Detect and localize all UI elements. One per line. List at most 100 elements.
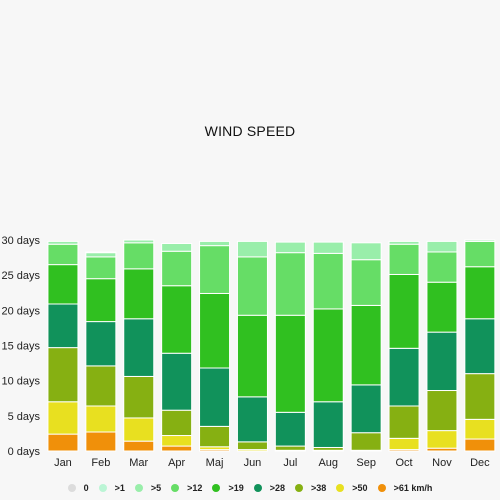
bar-segment[interactable]	[388, 273, 420, 349]
bar-segment[interactable]	[236, 314, 268, 398]
bar-segment[interactable]	[350, 304, 382, 386]
bar-segment[interactable]	[388, 240, 420, 245]
bar-segment[interactable]	[464, 318, 496, 375]
bar-segment[interactable]	[161, 352, 193, 411]
bar-segment[interactable]	[426, 430, 458, 449]
legend-item[interactable]: >12	[171, 483, 202, 493]
bar-segment[interactable]	[199, 240, 231, 247]
bar-segment[interactable]	[350, 259, 382, 306]
bar-segment[interactable]	[85, 251, 117, 254]
bar-segment[interactable]	[388, 347, 420, 407]
bar-segment[interactable]	[464, 240, 496, 268]
bar-segment[interactable]	[350, 432, 382, 451]
legend-label: >50	[352, 483, 368, 493]
bar-segment[interactable]	[47, 347, 79, 403]
bar-segment[interactable]	[123, 318, 155, 377]
bar-segment[interactable]	[236, 441, 268, 451]
bar-segment[interactable]	[464, 438, 496, 452]
bar-segment[interactable]	[426, 390, 458, 432]
bar-segment[interactable]	[236, 240, 268, 258]
bar-segment[interactable]	[388, 243, 420, 275]
bar-segment[interactable]	[85, 278, 117, 323]
bar-segment[interactable]	[161, 409, 193, 437]
bar-segment[interactable]	[464, 373, 496, 420]
bar-segment[interactable]	[199, 367, 231, 427]
bar-segment[interactable]	[426, 240, 458, 253]
x-tick-label: Sep	[356, 457, 376, 469]
bar-segment[interactable]	[274, 252, 306, 316]
x-tick-label: Maj	[206, 457, 224, 469]
x-tick-label: Dec	[470, 457, 490, 469]
bar-segment[interactable]	[47, 303, 79, 349]
legend-item[interactable]: >19	[212, 483, 244, 493]
bar-segment[interactable]	[426, 331, 458, 392]
bar-segment[interactable]	[312, 252, 344, 310]
bar-segment[interactable]	[123, 242, 155, 270]
bar-segment[interactable]	[47, 240, 79, 245]
bar-segment[interactable]	[274, 445, 306, 451]
bar-segment[interactable]	[85, 365, 117, 407]
legend-label: 0	[83, 483, 89, 493]
bar-segment[interactable]	[161, 285, 193, 354]
bar-segment[interactable]	[161, 435, 193, 447]
bar-segment[interactable]	[123, 375, 155, 419]
bar-segment[interactable]	[312, 401, 344, 448]
bar-segment[interactable]	[47, 433, 79, 452]
bar-segment[interactable]	[123, 417, 155, 442]
bar-stack-feb	[85, 251, 117, 452]
legend-label: >12	[187, 483, 203, 493]
bar-segment[interactable]	[388, 405, 420, 439]
bar-segment[interactable]	[464, 418, 496, 440]
bar-segment[interactable]	[85, 431, 117, 452]
x-tick-label: Jul	[283, 457, 297, 469]
bar-segment[interactable]	[236, 396, 268, 443]
bar-segment[interactable]	[312, 308, 344, 403]
legend-item[interactable]: >61 km/h	[377, 483, 432, 493]
bar-segment[interactable]	[161, 243, 193, 252]
x-tick-label: Feb	[91, 457, 110, 469]
bar-segment[interactable]	[464, 266, 496, 320]
bar-segment[interactable]	[47, 401, 79, 435]
bar-segment[interactable]	[85, 321, 117, 367]
bar-segment[interactable]	[85, 256, 117, 280]
bar-segment[interactable]	[47, 264, 79, 305]
bar-segment[interactable]	[464, 239, 496, 242]
bar-segment[interactable]	[388, 437, 420, 451]
y-tick-label: 10 days	[1, 376, 40, 388]
bar-segment[interactable]	[426, 281, 458, 333]
bar-segment[interactable]	[350, 384, 382, 434]
bar-segment[interactable]	[274, 241, 306, 254]
bar-segment[interactable]	[199, 292, 231, 369]
y-tick-label: 20 days	[1, 305, 40, 317]
legend-item[interactable]: >28	[253, 483, 285, 493]
bar-segment[interactable]	[426, 251, 458, 283]
bar-segment[interactable]	[161, 250, 193, 287]
legend-item[interactable]: >38	[295, 483, 326, 493]
legend-item[interactable]: >1	[98, 483, 125, 493]
bar-segment[interactable]	[85, 252, 117, 258]
bar-segment[interactable]	[350, 242, 382, 261]
legend-item[interactable]: 0	[67, 483, 89, 493]
bar-segment[interactable]	[123, 268, 155, 320]
bar-stack-aug	[312, 241, 344, 452]
bar-segment[interactable]	[47, 243, 79, 266]
x-tick-label: Jan	[54, 457, 72, 469]
legend-item[interactable]: >5	[134, 483, 162, 493]
bar-segment[interactable]	[274, 314, 306, 413]
bar-segment[interactable]	[199, 425, 231, 448]
bar-stack-oct	[388, 240, 420, 452]
legend-label: >5	[150, 483, 162, 493]
bar-segment[interactable]	[123, 440, 155, 452]
bar-segment[interactable]	[199, 245, 231, 294]
bar-segment[interactable]	[161, 445, 193, 452]
legend-label: >38	[311, 483, 327, 493]
bar-segment[interactable]	[312, 241, 344, 254]
bar-segment[interactable]	[123, 239, 155, 244]
bar-segment[interactable]	[274, 411, 306, 447]
bar-segment[interactable]	[85, 405, 117, 433]
legend-item[interactable]: >50	[336, 483, 368, 493]
legend-swatch-icon	[98, 484, 107, 492]
bar-stack-maj	[199, 240, 231, 452]
bar-segment[interactable]	[236, 256, 268, 316]
legend-swatch-icon	[295, 484, 304, 492]
